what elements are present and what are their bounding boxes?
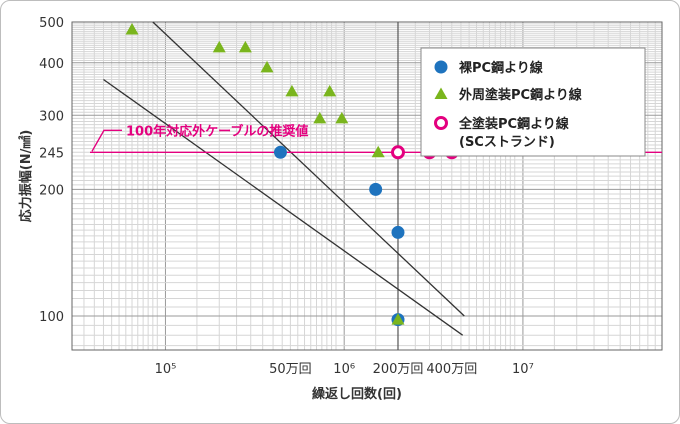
legend-label: 外周塗装PC鋼より線 (458, 87, 583, 103)
y-tick-label: 200 (39, 183, 64, 198)
data-point-triangle (371, 145, 385, 158)
data-point-ring (390, 145, 405, 160)
data-point-triangle (323, 84, 337, 97)
y-tick-label: 100 (39, 310, 64, 325)
data-point-triangle (212, 40, 226, 53)
fit-line (152, 21, 465, 317)
x-tick-label: 10⁵ (155, 362, 177, 377)
data-points (125, 22, 459, 327)
x-tick-label: 10⁶ (333, 362, 355, 377)
y-tick-label: 400 (39, 57, 64, 72)
data-point-triangle (285, 84, 299, 97)
legend-swatch-circle (434, 60, 448, 74)
reference-leader (91, 129, 122, 152)
tick-labels: 10⁵ 50万回 10⁶ 200万回 400万回 10⁷ 100 200 245 300 400 50… (39, 16, 534, 377)
x-tick-label: 50万回 (269, 362, 312, 377)
y-axis-title: 応力振幅(N/㎟) (18, 130, 34, 223)
legend-box (420, 47, 646, 157)
legend-swatch-triangle (434, 87, 448, 99)
x-tick-label: 400万回 (426, 362, 477, 377)
data-point-circle (369, 182, 383, 196)
data-point-triangle (335, 111, 349, 124)
y-tick-label: 245 (39, 146, 64, 161)
axes (71, 21, 663, 351)
x-tick-label: 10⁷ (512, 362, 534, 377)
data-point-circle (391, 225, 405, 239)
y-tick-label: 500 (39, 16, 64, 31)
reference-label: 100年対応外ケーブルの推奨値 (126, 123, 308, 139)
data-point-triangle (238, 40, 252, 53)
y-tick-label: 300 (39, 109, 64, 124)
plot-border (71, 21, 663, 351)
legend-swatch-ring (434, 116, 448, 130)
data-point-triangle (391, 313, 405, 325)
fit-lines (103, 21, 465, 336)
x-axis-title: 繰返し回数(回) (312, 386, 402, 402)
legend-label: (SCストランド) (459, 135, 555, 150)
data-point-circle (273, 145, 287, 159)
data-point-triangle (313, 111, 327, 124)
data-point-triangle (260, 60, 274, 73)
x-tick-label: 200万回 (373, 362, 424, 377)
legend-label: 裸PC鋼より線 (459, 60, 544, 76)
fit-line (103, 78, 464, 336)
data-point-triangle (125, 22, 139, 35)
legend-label: 全塗装PC鋼より線 (458, 116, 570, 132)
